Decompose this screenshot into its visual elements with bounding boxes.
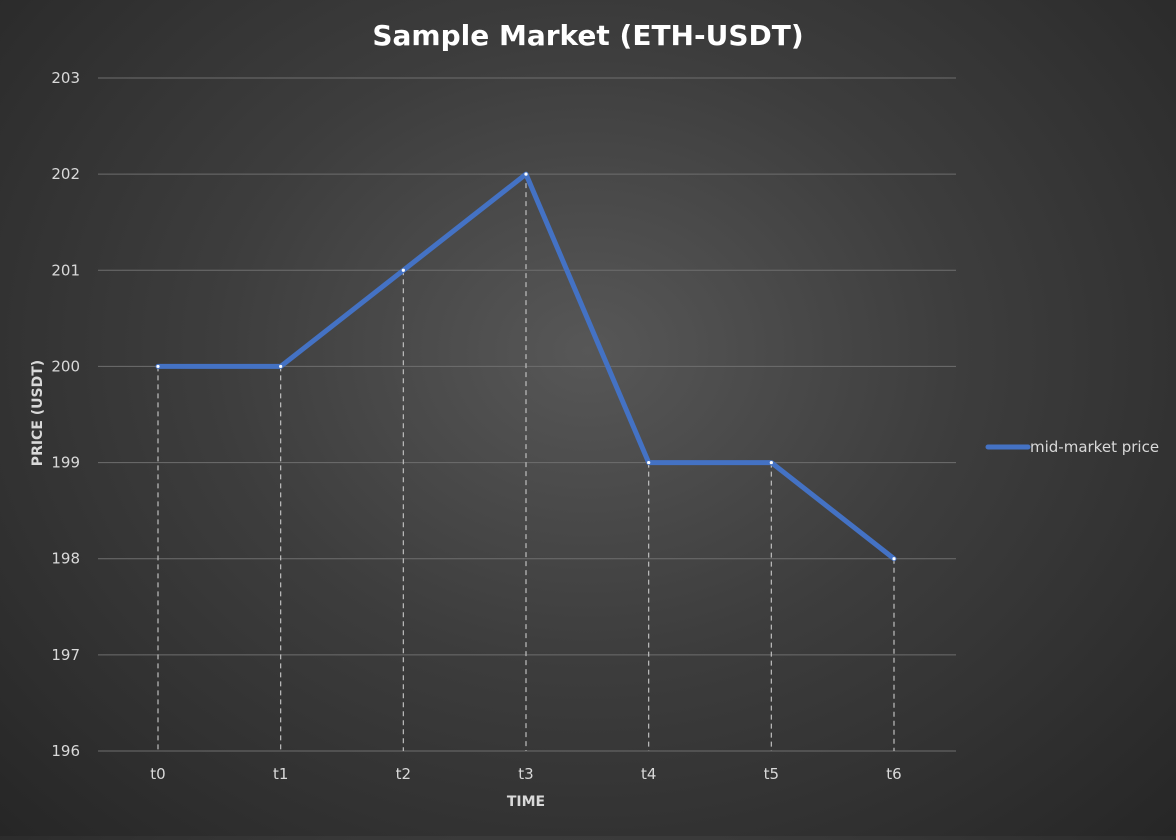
y-tick-label: 201 [51,261,80,279]
x-tick-label: t4 [641,765,656,783]
data-point [769,460,773,465]
x-axis-label: TIME [507,794,545,810]
x-tick-label: t3 [518,765,533,783]
series-layer [155,171,897,562]
legend-label: mid-market price [1030,438,1159,456]
x-tick-label: t1 [273,765,288,783]
x-axis-ticks: t0 t1 t2 t3 t4 t5 t6 [150,765,901,783]
y-tick-label: 197 [51,646,80,664]
y-tick-label: 196 [51,742,80,760]
x-tick-label: t0 [150,765,165,783]
x-tick-label: t2 [396,765,411,783]
y-tick-label: 199 [51,454,80,472]
data-point [279,364,283,369]
data-point [401,268,405,272]
data-point [892,557,896,561]
data-point [524,172,528,176]
y-tick-label: 200 [51,357,80,375]
data-point [156,364,160,369]
y-tick-label: 202 [51,165,80,183]
x-tick-label: t6 [886,765,901,783]
y-tick-label: 198 [51,550,80,568]
x-tick-label: t5 [764,765,779,783]
y-axis-label: PRICE (USDT) [30,360,46,466]
chart-title: Sample Market (ETH-USDT) [372,19,803,52]
drop-lines [157,174,895,751]
legend: mid-market price [985,438,1159,456]
y-axis-ticks: 196 197 198 199 200 201 202 203 [51,69,80,760]
data-point [647,460,651,465]
y-tick-label: 203 [51,69,80,87]
